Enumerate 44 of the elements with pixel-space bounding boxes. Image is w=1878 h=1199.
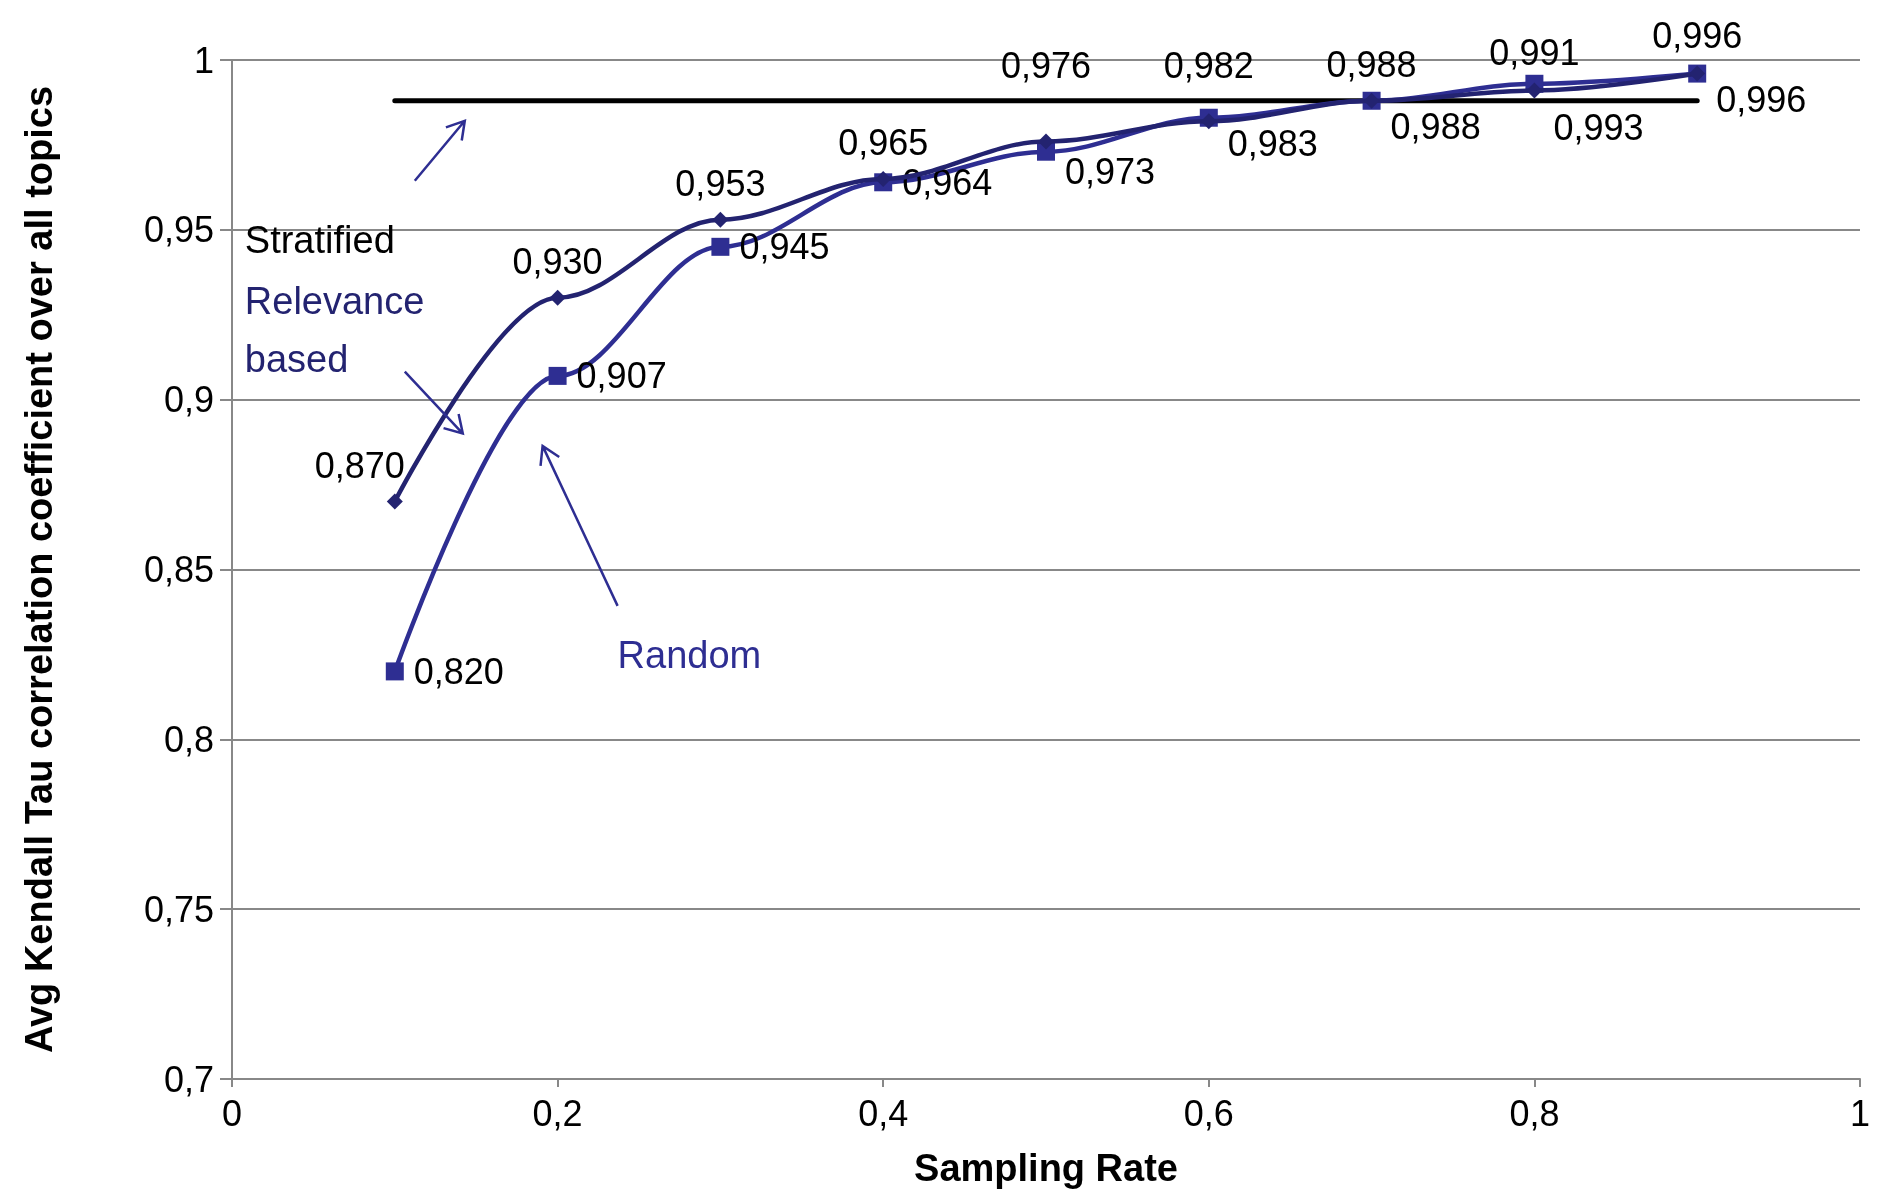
data-label: 0,988 <box>1390 106 1481 148</box>
y-tick-label: 0,75 <box>143 888 214 930</box>
point <box>712 211 729 228</box>
data-label: 0,870 <box>314 445 405 487</box>
data-label: 0,953 <box>675 163 766 205</box>
data-label: 0,964 <box>902 161 993 203</box>
data-label: 0,991 <box>1489 32 1580 74</box>
point <box>711 237 730 256</box>
data-label: 0,965 <box>838 122 929 164</box>
point <box>548 366 567 385</box>
x-tick-label: 0,2 <box>532 1092 583 1134</box>
data-label: 0,930 <box>512 241 603 283</box>
y-tick-label: 0,85 <box>143 549 214 590</box>
series-label: Relevance based <box>244 279 435 380</box>
y-tick-label: 0,7 <box>163 1058 214 1100</box>
y-tick-label: 0,8 <box>163 718 214 760</box>
y-tick-label: 1 <box>193 39 214 81</box>
data-label: 0,996 <box>1652 15 1743 57</box>
y-tick-label: 0,95 <box>143 209 214 251</box>
data-label: 0,988 <box>1326 44 1417 86</box>
data-label: 0,982 <box>1163 44 1254 86</box>
point <box>1038 133 1054 150</box>
y-axis-title: Avg Kendall Tau correlation coefficient over all topics <box>18 85 60 1054</box>
data-label: 0,996 <box>1716 79 1807 121</box>
text: Random <box>617 633 762 676</box>
x-tick-label: 0,8 <box>1509 1092 1560 1134</box>
data-label: 0,907 <box>576 355 667 397</box>
x-tick-label: 0,6 <box>1183 1092 1234 1134</box>
data-label: 0,973 <box>1065 151 1156 193</box>
point <box>385 662 404 681</box>
x-axis-title: Sampling Rate <box>914 1147 1178 1189</box>
data-label: 0,976 <box>1000 45 1092 87</box>
text: Stratified <box>244 218 395 261</box>
y-tick-label: 0,9 <box>163 379 214 421</box>
x-tick-label: 1 <box>1849 1092 1871 1134</box>
data-label: 0,993 <box>1553 107 1644 149</box>
point <box>386 493 403 510</box>
x-tick-label: 0,4 <box>858 1092 909 1134</box>
data-label: 0,820 <box>413 650 504 692</box>
x-tick-label: 0 <box>221 1092 243 1134</box>
data-label: 0,945 <box>739 226 830 268</box>
point <box>549 289 566 306</box>
data-label: 0,983 <box>1227 123 1318 165</box>
point <box>1526 82 1543 99</box>
